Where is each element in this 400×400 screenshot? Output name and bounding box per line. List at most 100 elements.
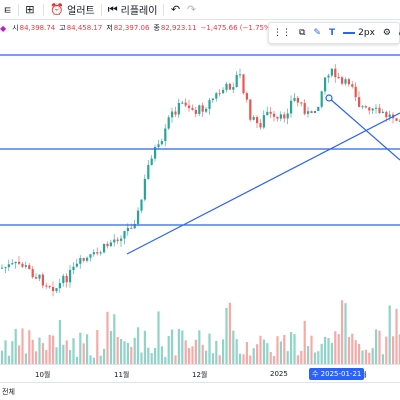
candle-body — [52, 287, 55, 292]
volume-bar — [130, 346, 133, 364]
volume-bar — [133, 337, 136, 364]
volume-bar — [279, 341, 282, 364]
candle-body — [99, 252, 102, 254]
candle-body — [126, 227, 129, 232]
volume-bar — [392, 336, 395, 364]
volume-bar — [354, 340, 357, 364]
trend-line-up[interactable] — [126, 112, 400, 255]
volume-bar — [371, 348, 374, 364]
volume-bar — [269, 351, 272, 364]
toolbar-divider — [43, 3, 45, 16]
candle-body — [1, 267, 4, 269]
undo-icon[interactable]: ↶ — [170, 3, 181, 16]
volume-bar — [188, 347, 191, 364]
volume-bar — [181, 330, 184, 364]
candle-body — [398, 120, 400, 122]
candle-body — [225, 83, 228, 90]
candle-body — [106, 243, 109, 247]
candle-body — [347, 79, 350, 85]
template-icon[interactable]: ⧉ — [299, 28, 306, 38]
candle-body — [103, 243, 106, 253]
volume-bar — [296, 355, 299, 364]
alarm-clock-icon: ⏰ — [50, 3, 65, 16]
candle-body — [150, 158, 153, 165]
range-all-button[interactable]: 전체 — [2, 387, 15, 396]
candle-body — [218, 93, 221, 95]
change-value: −1,475.66 (−1.75%) — [200, 24, 274, 32]
volume-bar — [160, 346, 163, 364]
candle-body — [143, 178, 146, 200]
candle-body — [86, 257, 89, 261]
candle-body — [177, 102, 180, 115]
volume-bar — [300, 350, 303, 364]
time-tick: 11월 — [114, 371, 130, 379]
candle-body — [222, 89, 225, 94]
volume-bar — [58, 319, 61, 364]
volume-bar — [65, 340, 68, 364]
volume-bar — [337, 334, 340, 364]
volume-bar — [62, 344, 65, 364]
candle-body — [205, 108, 208, 112]
volume-bar — [358, 343, 361, 364]
candle-body — [290, 100, 293, 114]
candle-body — [109, 242, 112, 247]
replay-label: 리플레이 — [120, 6, 158, 17]
layout-button[interactable]: ⊞ — [22, 0, 40, 20]
volume-bar — [249, 355, 252, 364]
settings-icon[interactable]: ⚙ — [382, 28, 391, 38]
volume-bar — [147, 347, 150, 364]
volume-bar — [79, 332, 82, 364]
volume-bar — [99, 355, 102, 364]
volume-bar — [48, 335, 51, 364]
lock-icon[interactable]: 🔒︎ — [395, 23, 400, 43]
volume-bar — [395, 308, 398, 364]
volume-bar — [378, 330, 381, 364]
candle-body — [307, 111, 310, 114]
volume-bar — [18, 345, 21, 364]
time-axis[interactable]: 10월 11월 12월 2025 2월 수 2025-01-21 — [0, 364, 400, 382]
candle-body — [381, 111, 384, 113]
candle-body — [31, 269, 34, 278]
volume-bar — [174, 355, 177, 364]
volume-bar — [211, 353, 214, 364]
candle-body — [167, 117, 170, 129]
volume-bar — [154, 348, 157, 364]
menu-button[interactable]: ㅌ — [0, 0, 15, 20]
volume-bar — [252, 348, 255, 364]
volume-bar — [218, 355, 221, 364]
volume-bar — [123, 341, 126, 364]
candle-body — [358, 97, 361, 107]
text-color-icon[interactable]: T — [328, 28, 336, 38]
volume-bar — [239, 353, 242, 364]
volume-bar — [82, 343, 85, 364]
volume-bar — [273, 355, 276, 364]
volume-bar — [341, 300, 344, 364]
candle-body — [48, 286, 51, 288]
volume-bar — [120, 338, 123, 364]
candle-body — [133, 223, 136, 229]
candle-body — [116, 239, 119, 241]
candle-body — [242, 74, 245, 94]
volume-bar — [205, 350, 208, 364]
volume-bars — [1, 300, 400, 364]
candle-body — [130, 227, 133, 229]
redo-icon[interactable]: ↷ — [186, 3, 197, 16]
volume-bar — [126, 342, 129, 364]
drag-handle-icon[interactable]: ⋮⋮ — [273, 28, 291, 38]
toolbar-divider — [100, 3, 102, 16]
volume-bar — [245, 342, 248, 364]
candle-body — [38, 274, 41, 279]
replay-button[interactable]: ⏮ 리플레이 — [105, 0, 161, 20]
drawings — [0, 54, 400, 255]
pen-color-icon[interactable]: ✎ — [313, 28, 321, 38]
trend-line-down[interactable] — [328, 97, 400, 161]
menu-label: ㅌ — [3, 6, 13, 17]
volume-bar — [4, 340, 7, 364]
trend-line-handle[interactable] — [325, 94, 333, 102]
high-label: 고 — [59, 24, 66, 32]
volume-bar — [69, 350, 72, 364]
candle-body — [113, 239, 116, 243]
line-width-button[interactable]: 2px — [339, 23, 379, 43]
price-chart[interactable] — [0, 0, 400, 364]
alert-button[interactable]: ⏰ 얼러트 — [47, 0, 97, 20]
